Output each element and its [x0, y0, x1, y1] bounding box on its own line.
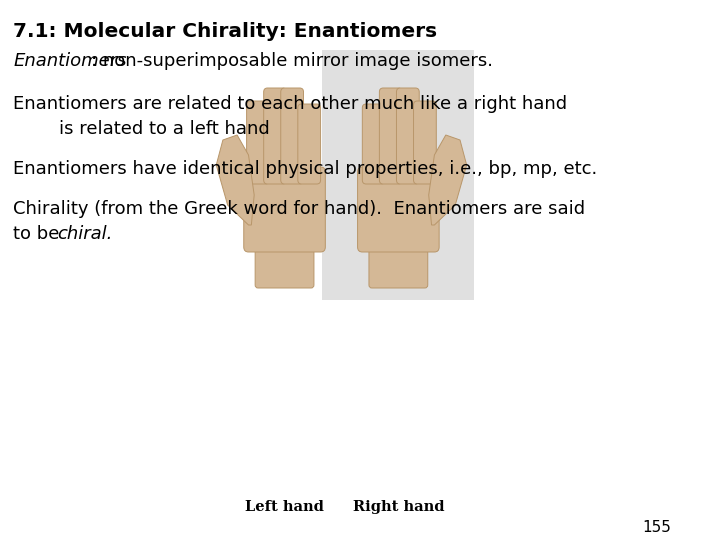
FancyBboxPatch shape [369, 242, 428, 288]
FancyBboxPatch shape [298, 104, 320, 184]
FancyBboxPatch shape [323, 50, 474, 300]
Text: Chirality (from the Greek word for hand).  Enantiomers are said: Chirality (from the Greek word for hand)… [13, 200, 585, 218]
FancyBboxPatch shape [255, 242, 314, 288]
FancyBboxPatch shape [247, 101, 269, 184]
Text: Enantiomers have identical physical properties, i.e., bp, mp, etc.: Enantiomers have identical physical prop… [13, 160, 598, 178]
FancyBboxPatch shape [362, 104, 385, 184]
FancyBboxPatch shape [397, 88, 419, 184]
Polygon shape [428, 135, 467, 225]
Text: 155: 155 [643, 520, 672, 535]
FancyBboxPatch shape [244, 167, 325, 252]
Text: is related to a left hand: is related to a left hand [13, 120, 270, 138]
FancyBboxPatch shape [264, 88, 287, 184]
Polygon shape [216, 135, 254, 225]
Text: chiral.: chiral. [57, 225, 112, 243]
Text: Enantiomers: Enantiomers [13, 52, 127, 70]
FancyBboxPatch shape [358, 167, 439, 252]
FancyBboxPatch shape [281, 88, 304, 184]
Text: 7.1: Molecular Chirality: Enantiomers: 7.1: Molecular Chirality: Enantiomers [13, 22, 438, 41]
FancyBboxPatch shape [413, 101, 436, 184]
Text: : non-superimposable mirror image isomers.: : non-superimposable mirror image isomer… [91, 52, 493, 70]
Text: to be: to be [13, 225, 66, 243]
Text: Left hand: Left hand [245, 500, 324, 514]
Text: Right hand: Right hand [353, 500, 444, 514]
FancyBboxPatch shape [379, 88, 402, 184]
Text: Enantiomers are related to each other much like a right hand: Enantiomers are related to each other mu… [13, 95, 567, 113]
